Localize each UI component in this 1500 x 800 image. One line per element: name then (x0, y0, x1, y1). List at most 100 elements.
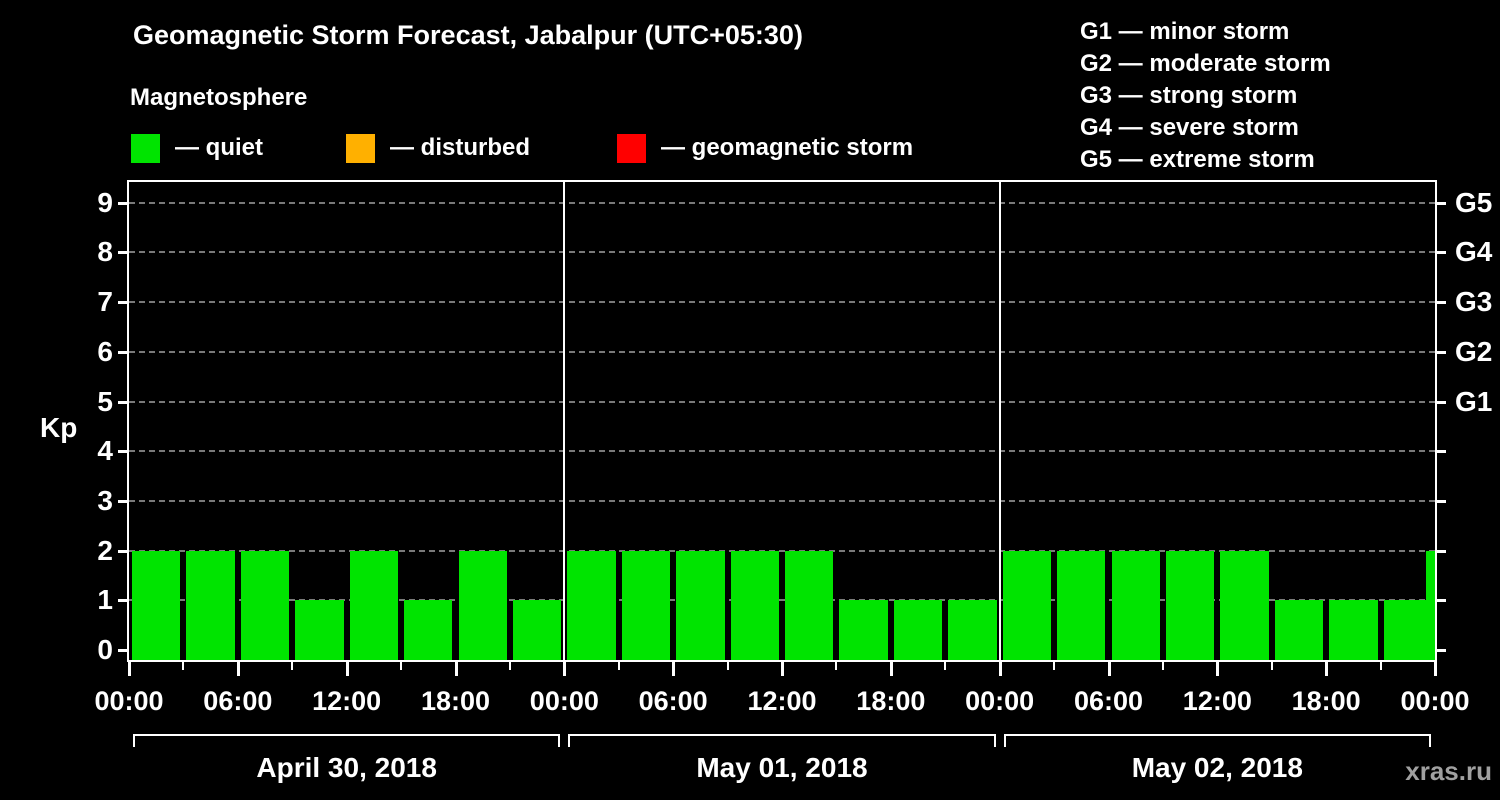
x-axis-tick-minor (1379, 662, 1382, 670)
kp-gridline (129, 549, 1435, 552)
x-tick-label: 00:00 (529, 686, 599, 716)
kp-bar (1274, 600, 1324, 660)
right-axis-tick (1437, 201, 1446, 205)
x-tick-label: 12:00 (747, 686, 817, 716)
kp-bar (1383, 600, 1432, 660)
y-axis-tick (118, 649, 127, 652)
g-scale-item: G1 — minor storm (1080, 18, 1290, 45)
kp-gridline (129, 201, 1435, 204)
x-axis-tick-minor (835, 662, 838, 670)
page-title: Geomagnetic Storm Forecast, Jabalpur (UT… (133, 20, 803, 50)
g-level-label: G4 (1455, 236, 1493, 268)
y-axis-tick (118, 350, 127, 354)
y-tick-label: 5 (97, 385, 113, 417)
kp-bar (458, 550, 507, 660)
date-range-bracket (568, 734, 996, 747)
y-tick-label: 0 (97, 634, 113, 665)
kp-bar (1057, 550, 1106, 660)
y-axis-tick (118, 301, 127, 305)
kp-bar (1329, 600, 1378, 660)
legend-item-quiet: — quiet (131, 133, 263, 163)
x-axis-tick-minor (182, 662, 185, 670)
y-tick-label: 8 (97, 236, 113, 268)
day-separator (563, 182, 566, 660)
kp-bar (349, 550, 399, 660)
y-axis-tick (118, 450, 127, 454)
right-axis-tick (1437, 549, 1446, 553)
x-axis-tick-minor (1053, 662, 1056, 670)
x-tick-label: 12:00 (1182, 686, 1252, 716)
x-tick-label: 06:00 (638, 686, 708, 716)
kp-bar (676, 550, 725, 660)
right-axis-tick (1437, 350, 1446, 354)
kp-bar (1220, 550, 1269, 660)
kp-gridline (129, 499, 1435, 502)
g-scale-item: G5 — extreme storm (1080, 146, 1315, 173)
g-scale-item: G3 — strong storm (1080, 82, 1298, 109)
x-axis-tick-major (889, 662, 893, 676)
y-tick-label: 2 (97, 534, 113, 566)
x-axis-tick-minor (726, 662, 729, 670)
kp-bar (621, 550, 671, 660)
x-tick-label: 18:00 (1291, 686, 1361, 716)
kp-bar (1111, 550, 1160, 660)
y-axis-tick (118, 549, 127, 553)
legend-swatch-geomagnetic-storm (617, 133, 646, 163)
kp-bar (132, 550, 181, 660)
y-tick-label: 3 (97, 484, 113, 516)
date-range-label: May 02, 2018 (1131, 752, 1303, 783)
chart-plot-area (127, 180, 1437, 662)
date-range-label: April 30, 2018 (256, 752, 437, 783)
x-axis-tick-major (1216, 662, 1220, 676)
legend-label-quiet: — quiet (175, 134, 263, 161)
x-axis-tick-major (1434, 662, 1437, 676)
right-axis-tick (1437, 599, 1446, 603)
kp-bar (295, 600, 344, 660)
right-axis-tick (1437, 450, 1446, 454)
kp-bar (839, 600, 888, 660)
kp-bar-partial (1426, 550, 1435, 660)
y-tick-label: 7 (97, 286, 113, 318)
right-axis-tick (1437, 251, 1446, 255)
legend-label-disturbed: — disturbed (390, 134, 531, 161)
kp-bar (1165, 550, 1215, 660)
g-level-label: G2 (1455, 335, 1493, 367)
x-axis-tick-minor (291, 662, 294, 670)
x-tick-label: 18:00 (420, 686, 491, 716)
right-axis-tick (1437, 649, 1446, 652)
legend-swatch-disturbed (346, 133, 375, 163)
kp-bar (948, 600, 997, 660)
kp-bar (186, 550, 235, 660)
legend-label-geomagnetic-storm: — geomagnetic storm (661, 134, 914, 161)
kp-bar (567, 550, 616, 660)
x-axis-tick-major (781, 662, 784, 676)
x-axis-tick-major (1107, 662, 1111, 676)
legend-swatch-quiet (131, 133, 160, 163)
g-level-label: G1 (1455, 385, 1493, 417)
g-scale-item: G2 — moderate storm (1080, 50, 1331, 77)
kp-bar (512, 600, 562, 660)
x-axis-tick-major (128, 662, 131, 676)
x-tick-label: 00:00 (965, 686, 1035, 716)
x-tick-label: 18:00 (856, 686, 926, 716)
x-axis-tick-minor (400, 662, 403, 670)
x-axis-tick-major (998, 662, 1002, 676)
x-axis-tick-minor (508, 662, 511, 670)
legend-item-geomagnetic-storm: — geomagnetic storm (617, 133, 913, 163)
g-scale-item: G4 — severe storm (1080, 114, 1299, 141)
date-range-bracket (133, 734, 561, 747)
x-tick-label: 12:00 (312, 686, 382, 716)
right-axis-tick (1437, 301, 1446, 305)
x-axis-tick-minor (1270, 662, 1273, 670)
right-axis-tick (1437, 499, 1446, 503)
x-axis-tick-major (1325, 662, 1329, 676)
x-tick-label: 00:00 (1400, 686, 1470, 716)
g-level-label: G5 (1455, 186, 1493, 218)
magnetosphere-subtitle: Magnetosphere (130, 84, 308, 111)
x-axis-tick-major (454, 662, 458, 676)
g-level-label: G3 (1455, 286, 1493, 318)
y-axis-tick (118, 599, 127, 603)
right-axis-tick (1437, 400, 1446, 404)
y-axis-tick (118, 251, 127, 255)
